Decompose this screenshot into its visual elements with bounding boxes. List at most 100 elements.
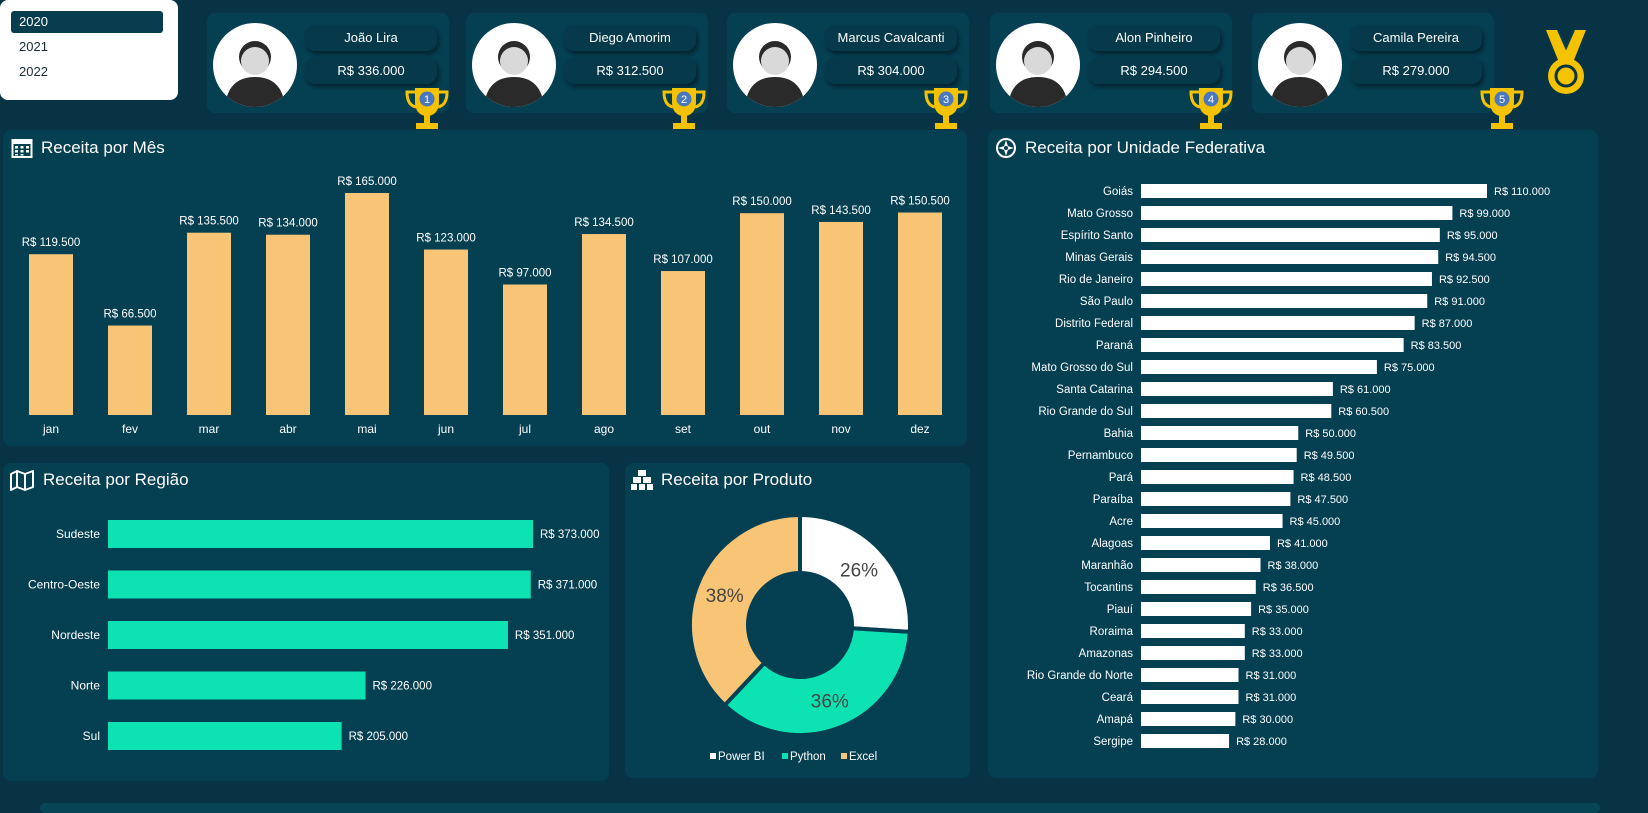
trophy-icon: 1 <box>403 84 451 132</box>
uf-bar-label: R$ 75.000 <box>1384 362 1435 374</box>
seller-card: João Lira R$ 336.000 <box>207 13 449 113</box>
year-option-2020[interactable]: 2020 <box>11 11 163 33</box>
rank-badge <box>676 91 692 107</box>
month-bar <box>29 254 73 415</box>
uf-bar-label: R$ 31.000 <box>1246 692 1297 704</box>
uf-bar-label: R$ 87.000 <box>1422 318 1473 330</box>
uf-category-label: Paraná <box>1096 340 1134 352</box>
seller-avatar <box>472 23 556 107</box>
month-category-label: nov <box>831 422 850 436</box>
uf-category-label: Paraíba <box>1093 494 1134 506</box>
product-slice-label: 38% <box>706 586 744 607</box>
legend-swatch <box>710 753 716 759</box>
rank-badge <box>1203 91 1219 107</box>
month-bar <box>503 284 547 415</box>
uf-bar-label: R$ 49.500 <box>1304 450 1355 462</box>
uf-bar-label: R$ 94.500 <box>1445 252 1496 264</box>
year-option-2021[interactable]: 2021 <box>19 39 48 54</box>
month-bar <box>661 271 705 415</box>
seller-name: Alon Pinheiro <box>1088 25 1220 51</box>
region-revenue-title: Receita por Região <box>43 470 189 489</box>
uf-category-label: São Paulo <box>1080 296 1133 308</box>
region-category-label: Nordeste <box>51 628 100 642</box>
compass-icon <box>995 137 1017 159</box>
uf-category-label: Distrito Federal <box>1055 318 1133 330</box>
month-bar-label: R$ 66.500 <box>103 309 156 321</box>
uf-bar-label: R$ 92.500 <box>1439 274 1490 286</box>
uf-category-label: Mato Grosso <box>1067 208 1133 220</box>
seller-name: Camila Pereira <box>1350 25 1482 51</box>
year-filter: 2020 2021 2022 <box>0 0 178 100</box>
uf-bar <box>1141 448 1297 462</box>
seller-avatar <box>213 23 297 107</box>
uf-category-label: Rio Grande do Norte <box>1027 670 1133 682</box>
legend-swatch <box>841 753 847 759</box>
month-bar <box>345 193 389 415</box>
uf-category-label: Rio de Janeiro <box>1059 274 1133 286</box>
uf-bar-label: R$ 47.500 <box>1297 494 1348 506</box>
product-slice-label: 26% <box>840 561 878 582</box>
uf-revenue-panel: Receita por Unidade Federativa Goiás R$ 1… <box>988 130 1598 778</box>
product-revenue-chart: 26% 36% 38% Power BI Python Excel <box>688 512 912 763</box>
region-bar-label: R$ 226.000 <box>373 681 432 693</box>
uf-category-label: Ceará <box>1102 692 1134 704</box>
uf-bar <box>1141 558 1261 572</box>
uf-bar-label: R$ 31.000 <box>1246 670 1297 682</box>
legend-label: Excel <box>849 751 877 763</box>
month-bar-label: R$ 134.500 <box>574 217 633 229</box>
uf-bar <box>1141 668 1239 682</box>
region-bar <box>108 671 366 700</box>
uf-bar <box>1141 228 1440 242</box>
month-bar-label: R$ 107.000 <box>653 254 712 266</box>
uf-bar-label: R$ 95.000 <box>1447 230 1498 242</box>
month-bar <box>187 232 231 415</box>
uf-bar-label: R$ 45.000 <box>1290 516 1341 528</box>
seller-name: João Lira <box>305 25 437 51</box>
product-slice <box>721 626 912 737</box>
uf-bar <box>1141 624 1245 638</box>
uf-category-label: Mato Grosso do Sul <box>1031 362 1133 374</box>
rank-number: 1 <box>424 94 430 106</box>
month-category-label: jan <box>42 422 59 436</box>
uf-revenue-chart: Goiás R$ 110.000 Mato Grosso R$ 99.000 Espír… <box>1027 184 1550 748</box>
month-bar <box>740 213 784 415</box>
year-option-2022[interactable]: 2022 <box>19 64 48 79</box>
uf-bar <box>1141 580 1256 594</box>
month-category-label: jul <box>518 422 531 436</box>
uf-bar-label: R$ 50.000 <box>1305 428 1356 440</box>
uf-bar <box>1141 294 1428 308</box>
uf-bar-label: R$ 33.000 <box>1252 626 1303 638</box>
legend-label: Power BI <box>718 751 765 763</box>
seller-revenue: R$ 304.000 <box>825 58 957 84</box>
uf-category-label: Maranhão <box>1081 560 1133 572</box>
uf-bar-label: R$ 110.000 <box>1494 186 1550 198</box>
region-bar-label: R$ 351.000 <box>515 630 574 642</box>
region-bar-label: R$ 205.000 <box>349 731 408 743</box>
rank-number: 5 <box>1499 94 1505 106</box>
trophy-icon: 5 <box>1478 84 1526 132</box>
seller-avatar <box>1258 23 1342 107</box>
rank-number: 4 <box>1208 94 1214 106</box>
region-bar-label: R$ 371.000 <box>538 580 597 592</box>
month-category-label: ago <box>594 422 614 436</box>
uf-bar <box>1141 536 1270 550</box>
rank-number: 2 <box>681 94 687 106</box>
uf-bar-label: R$ 28.000 <box>1236 736 1287 748</box>
uf-bar <box>1141 646 1245 660</box>
month-bar-label: R$ 134.000 <box>258 218 317 230</box>
uf-bar <box>1141 206 1453 220</box>
uf-bar <box>1141 316 1415 330</box>
uf-bar-label: R$ 30.000 <box>1242 714 1293 726</box>
uf-bar-label: R$ 60.500 <box>1338 406 1389 418</box>
uf-bar-label: R$ 38.000 <box>1268 560 1319 572</box>
month-category-label: out <box>754 422 771 436</box>
bottom-strip <box>40 803 1600 813</box>
uf-bar-label: R$ 35.000 <box>1258 604 1309 616</box>
seller-revenue: R$ 279.000 <box>1350 58 1482 84</box>
uf-category-label: Piauí <box>1107 604 1134 616</box>
month-category-label: mar <box>199 422 220 436</box>
seller-revenue: R$ 294.500 <box>1088 58 1220 84</box>
uf-bar <box>1141 250 1439 264</box>
rank-badge <box>419 91 435 107</box>
uf-bar <box>1141 184 1487 198</box>
